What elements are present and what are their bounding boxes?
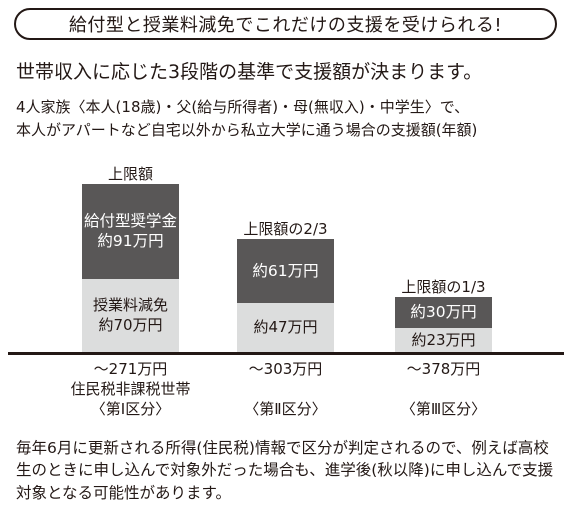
chart-baseline (8, 352, 564, 355)
lead-text: 世帯収入に応じた3段階の基準で支援額が決まります。 (16, 61, 483, 83)
category-label-3: 〜378万円 〈第Ⅲ区分〉 (365, 360, 522, 420)
tuition-bar-2: 約47万円 (237, 302, 334, 352)
scholarship-bar-label-1-line-2: 約91万円 (97, 232, 164, 251)
scholarship-bar-2: 約61万円 (237, 239, 334, 303)
tuition-bar-1: 授業料減免 約70万円 (82, 278, 179, 352)
cap-label-1: 上限額 (107, 165, 153, 183)
scholarship-bar-1: 給付型奨学金 約91万円 (82, 184, 179, 279)
condition-line-2: 本人がアパートなど自宅以外から私立大学に通う場合の支援額(年額) (16, 121, 478, 139)
scholarship-bar-3: 約30万円 (395, 296, 492, 328)
category-group-3: 〈第Ⅲ区分〉 (400, 399, 487, 418)
category-group-1: 〈第Ⅰ区分〉 (90, 399, 171, 418)
category-label-1: 〜271万円 住民税非課税世帯 〈第Ⅰ区分〉 (52, 360, 209, 420)
tuition-bar-label-1-line-1: 授業料減免 (92, 296, 168, 315)
category-label-2: 〜303万円 〈第Ⅱ区分〉 (207, 360, 364, 420)
condition-line-1: 4人家族〈本人(18歳)・父(給与所得者)・母(無収入)・中学生〉で、 (16, 98, 470, 116)
cap-label-2: 上限額の2/3 (243, 220, 328, 239)
cap-label-3: 上限額の1/3 (401, 277, 486, 296)
title-banner: 給付型と授業料減免でこれだけの支援を受けられる! (14, 8, 557, 40)
scholarship-bar-label-3-line-1: 約30万円 (410, 302, 477, 321)
tuition-bar-label-1-line-2: 約70万円 (98, 316, 163, 335)
tuition-bar-3: 約23万円 (395, 328, 492, 352)
category-group-2: 〈第Ⅱ区分〉 (244, 399, 327, 418)
tuition-bar-label-2-line-1: 約47万円 (253, 318, 318, 337)
category-income-1: 〜271万円 (93, 360, 168, 378)
tuition-bar-label-3-line-1: 約23万円 (411, 330, 476, 349)
scholarship-bar-label-2-line-1: 約61万円 (252, 261, 319, 280)
category-income-2: 〜303万円 (248, 360, 323, 378)
page-title: 給付型と授業料減免でこれだけの支援を受けられる! (68, 15, 503, 36)
note-text: 毎年6月に更新される所得(住民税)情報で区分が判定されるので、例えば高校生のとき… (16, 439, 554, 502)
category-income-3: 〜378万円 (406, 360, 481, 378)
scholarship-bar-label-1-line-1: 給付型奨学金 (83, 211, 177, 230)
category-desc-1: 住民税非課税世帯 (70, 379, 191, 398)
